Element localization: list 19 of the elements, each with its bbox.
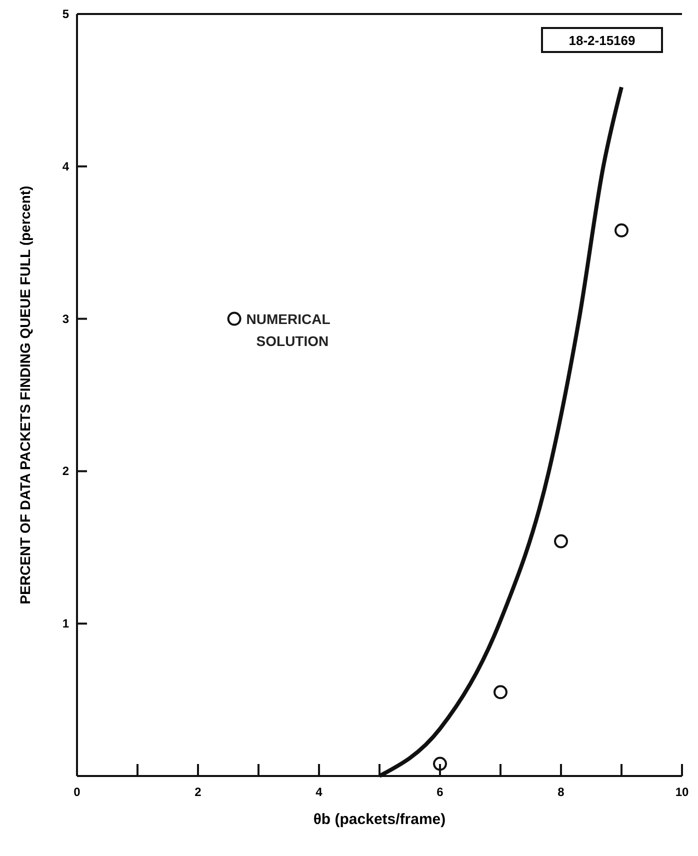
y-tick-label: 3 — [62, 312, 70, 326]
x-tick-label: 10 — [675, 785, 689, 799]
annotation: 18-2-15169 — [568, 33, 636, 48]
x-tick-label: 2 — [194, 785, 202, 799]
x-tick-label: 0 — [74, 785, 81, 799]
legend-label: NUMERICAL SOLUTION — [246, 310, 331, 349]
y-tick-label: 1 — [62, 616, 70, 631]
y-tick-label: 2 — [62, 464, 70, 478]
point — [433, 756, 447, 771]
x-tick-label: 4 — [316, 785, 323, 799]
point — [614, 223, 628, 238]
y-axis-title: PERCENT OF DATA PACKETS FINDING QUEUE FULL (percent) — [17, 186, 33, 604]
y-tick-label: 4 — [62, 159, 70, 174]
y-tick-label: 5 — [62, 7, 70, 21]
x-axis-title: θb (packets/frame) — [313, 811, 446, 828]
point — [494, 685, 508, 700]
x-tick-label: 6 — [436, 785, 444, 799]
point — [554, 534, 568, 548]
x-tick-label: 8 — [558, 785, 565, 799]
